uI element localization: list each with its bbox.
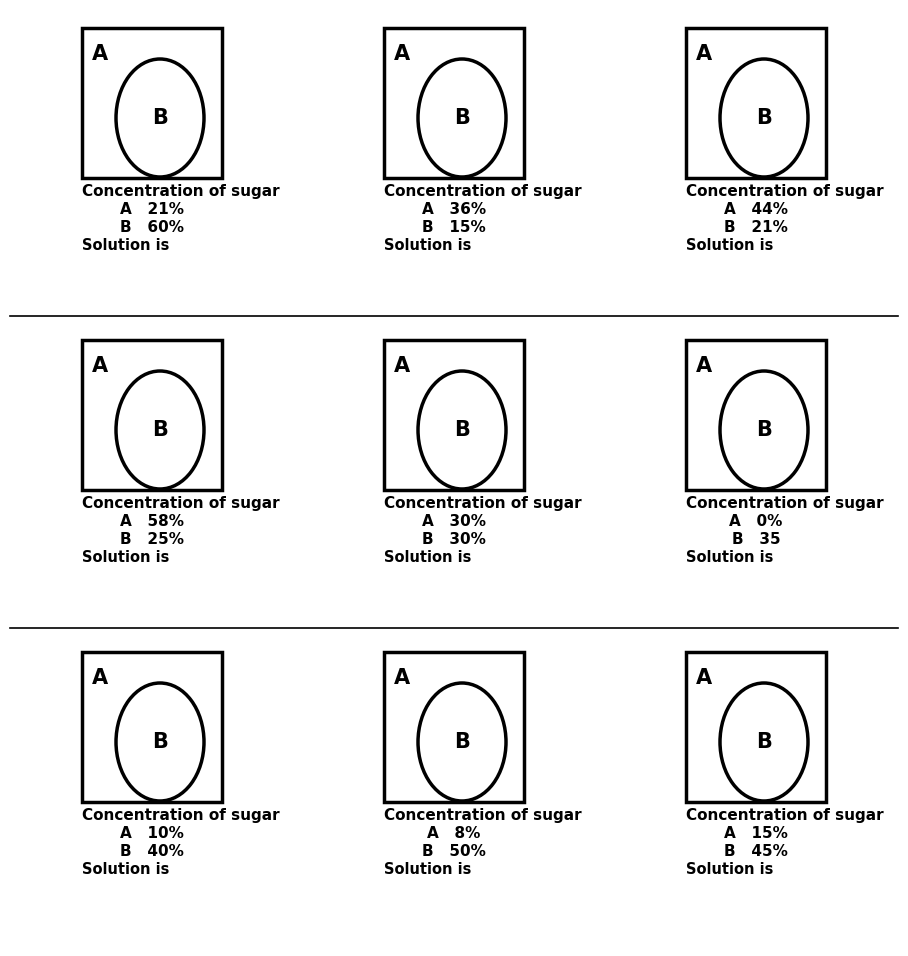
Text: A: A xyxy=(92,356,108,376)
Text: B: B xyxy=(756,732,772,752)
Ellipse shape xyxy=(418,683,506,801)
Text: Concentration of sugar: Concentration of sugar xyxy=(384,184,582,199)
Text: B   25%: B 25% xyxy=(120,532,184,547)
Ellipse shape xyxy=(418,59,506,177)
Text: Solution is: Solution is xyxy=(686,238,774,253)
Text: A   36%: A 36% xyxy=(422,202,486,217)
Text: B   30%: B 30% xyxy=(422,532,486,547)
Ellipse shape xyxy=(720,371,808,489)
Text: A: A xyxy=(696,668,712,688)
Text: Concentration of sugar: Concentration of sugar xyxy=(384,496,582,511)
Text: A   8%: A 8% xyxy=(428,826,480,841)
Text: B: B xyxy=(152,108,168,128)
Bar xyxy=(686,28,826,178)
Text: Solution is: Solution is xyxy=(82,238,170,253)
Text: Concentration of sugar: Concentration of sugar xyxy=(686,496,883,511)
Text: B: B xyxy=(152,732,168,752)
Text: Concentration of sugar: Concentration of sugar xyxy=(82,184,280,199)
Text: Concentration of sugar: Concentration of sugar xyxy=(686,808,883,823)
Text: Solution is: Solution is xyxy=(384,238,471,253)
Text: A: A xyxy=(394,668,410,688)
Bar xyxy=(384,652,524,802)
Text: A: A xyxy=(696,44,712,64)
Bar xyxy=(82,652,222,802)
Text: A: A xyxy=(394,356,410,376)
Text: A   30%: A 30% xyxy=(422,514,486,529)
Text: B   21%: B 21% xyxy=(724,220,788,235)
Text: A   21%: A 21% xyxy=(120,202,184,217)
Text: A: A xyxy=(394,44,410,64)
Text: B   50%: B 50% xyxy=(422,844,486,859)
Text: B: B xyxy=(454,420,470,440)
Text: Concentration of sugar: Concentration of sugar xyxy=(82,496,280,511)
Text: Solution is: Solution is xyxy=(82,550,170,565)
Bar xyxy=(384,340,524,490)
Ellipse shape xyxy=(418,371,506,489)
Text: B: B xyxy=(454,732,470,752)
Text: A: A xyxy=(92,44,108,64)
Bar xyxy=(384,28,524,178)
Text: A   58%: A 58% xyxy=(120,514,184,529)
Text: A   10%: A 10% xyxy=(120,826,184,841)
Ellipse shape xyxy=(720,59,808,177)
Text: A   0%: A 0% xyxy=(729,514,783,529)
Text: A   15%: A 15% xyxy=(724,826,788,841)
Ellipse shape xyxy=(116,59,204,177)
Bar xyxy=(686,652,826,802)
Text: Concentration of sugar: Concentration of sugar xyxy=(384,808,582,823)
Text: Solution is: Solution is xyxy=(82,862,170,877)
Bar xyxy=(82,340,222,490)
Text: A: A xyxy=(92,668,108,688)
Text: B   15%: B 15% xyxy=(422,220,486,235)
Text: B   35: B 35 xyxy=(732,532,780,547)
Text: B: B xyxy=(454,108,470,128)
Text: A   44%: A 44% xyxy=(724,202,788,217)
Text: Solution is: Solution is xyxy=(384,862,471,877)
Text: Solution is: Solution is xyxy=(686,550,774,565)
Text: A: A xyxy=(696,356,712,376)
Text: B: B xyxy=(152,420,168,440)
Text: B   45%: B 45% xyxy=(724,844,788,859)
Text: B: B xyxy=(756,420,772,440)
Ellipse shape xyxy=(116,683,204,801)
Text: B: B xyxy=(756,108,772,128)
Bar xyxy=(82,28,222,178)
Ellipse shape xyxy=(116,371,204,489)
Text: Concentration of sugar: Concentration of sugar xyxy=(686,184,883,199)
Text: Solution is: Solution is xyxy=(686,862,774,877)
Ellipse shape xyxy=(720,683,808,801)
Text: B   40%: B 40% xyxy=(120,844,184,859)
Text: Solution is: Solution is xyxy=(384,550,471,565)
Bar xyxy=(686,340,826,490)
Text: B   60%: B 60% xyxy=(120,220,184,235)
Text: Concentration of sugar: Concentration of sugar xyxy=(82,808,280,823)
